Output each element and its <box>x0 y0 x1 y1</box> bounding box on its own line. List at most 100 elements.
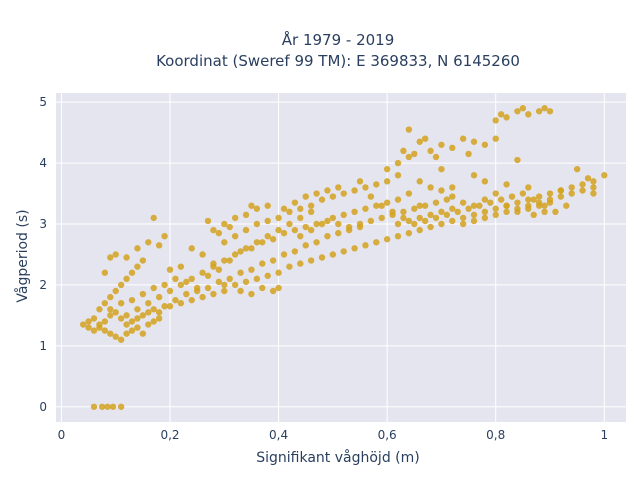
data-point <box>302 193 309 200</box>
data-point <box>492 211 499 219</box>
data-point <box>231 281 239 289</box>
data-point <box>432 199 440 206</box>
data-point <box>340 190 347 197</box>
data-point <box>416 138 423 145</box>
data-point <box>362 242 369 249</box>
data-point <box>134 306 141 313</box>
data-point <box>476 202 483 209</box>
data-point <box>590 178 597 185</box>
data-point <box>432 214 440 222</box>
data-point <box>394 220 402 228</box>
x-tick-label: 0,2 <box>160 428 179 442</box>
data-point <box>145 309 152 316</box>
data-point <box>411 205 418 212</box>
data-point <box>362 205 369 212</box>
data-point <box>421 135 429 142</box>
data-point <box>427 211 434 219</box>
data-point <box>231 232 239 240</box>
data-point <box>128 327 136 334</box>
data-point <box>356 178 364 185</box>
data-point <box>383 165 391 173</box>
data-point <box>383 199 391 206</box>
data-point <box>579 181 586 188</box>
data-point <box>470 138 478 145</box>
data-point <box>530 196 537 203</box>
data-point <box>405 217 413 225</box>
data-point <box>394 232 402 240</box>
data-point <box>242 226 250 234</box>
data-point <box>356 220 364 228</box>
data-point <box>590 184 597 191</box>
data-point <box>487 199 494 206</box>
data-point <box>215 278 223 286</box>
data-point <box>101 269 109 276</box>
data-point <box>112 251 119 258</box>
data-point <box>150 318 157 325</box>
data-point <box>145 239 152 246</box>
data-point <box>427 223 434 231</box>
data-point <box>231 251 239 258</box>
data-point <box>117 281 125 289</box>
data-point <box>541 105 548 112</box>
data-point <box>109 403 117 410</box>
data-point <box>340 211 347 219</box>
data-point <box>139 312 147 319</box>
data-point <box>177 299 185 307</box>
data-point <box>465 150 472 158</box>
data-point <box>329 251 337 258</box>
data-point <box>275 214 282 222</box>
data-point <box>215 229 223 237</box>
data-point <box>400 147 407 155</box>
y-tick-label: 2 <box>39 278 47 292</box>
data-point <box>101 318 109 325</box>
data-point <box>459 220 467 228</box>
data-point <box>145 299 152 307</box>
data-point <box>449 144 456 152</box>
data-point <box>530 211 537 219</box>
data-point <box>535 108 543 115</box>
data-point <box>264 202 271 209</box>
data-point <box>107 306 114 313</box>
data-point <box>367 193 375 200</box>
data-point <box>367 217 375 225</box>
data-point <box>514 156 521 164</box>
data-point <box>492 205 499 212</box>
data-point <box>237 269 244 276</box>
data-point <box>128 318 136 325</box>
data-point <box>383 178 391 185</box>
data-point <box>449 193 456 200</box>
data-point <box>481 214 489 222</box>
data-point <box>117 299 125 307</box>
data-point <box>394 196 402 203</box>
data-point <box>155 242 163 249</box>
data-point <box>579 187 586 194</box>
data-point <box>563 202 570 209</box>
data-point <box>378 202 385 209</box>
data-point <box>172 296 179 304</box>
data-point <box>411 150 418 158</box>
data-point <box>318 220 326 228</box>
data-point <box>373 239 380 246</box>
data-point <box>183 278 190 286</box>
data-point <box>307 226 315 234</box>
data-point <box>525 202 532 209</box>
data-point <box>221 287 228 295</box>
data-point <box>112 333 119 340</box>
data-point <box>166 287 174 295</box>
data-point <box>324 217 331 225</box>
data-point <box>248 202 255 209</box>
data-point <box>497 196 505 203</box>
data-point <box>541 202 548 209</box>
data-point <box>302 223 309 231</box>
data-point <box>302 242 309 249</box>
data-point <box>123 330 130 337</box>
data-point <box>291 248 299 255</box>
data-point <box>438 141 445 148</box>
data-point <box>242 278 250 286</box>
data-point <box>237 248 244 255</box>
data-point <box>568 190 575 197</box>
data-point <box>161 303 168 310</box>
data-point <box>335 220 342 228</box>
data-point <box>438 208 445 216</box>
data-point <box>519 190 527 197</box>
